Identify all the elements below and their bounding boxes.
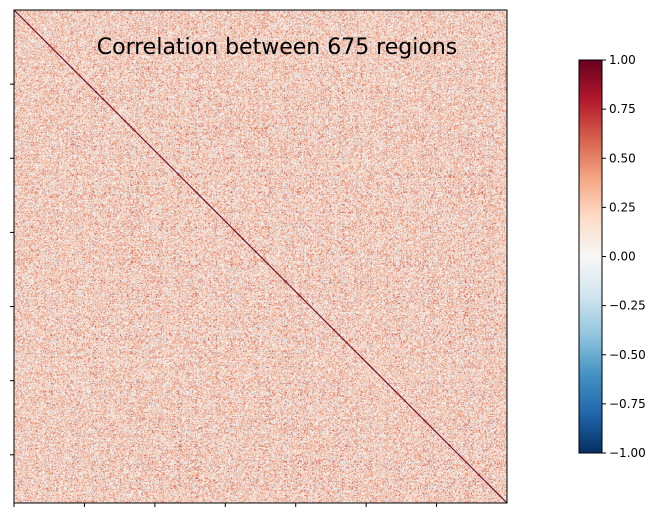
colorbar: 1.00 0.75 0.50 0.25 0.00 −0.25 −0.50 −0.75 −1.00 — [578, 53, 646, 460]
colorbar-ticks: 1.00 0.75 0.50 0.25 0.00 −0.25 −0.50 −0.75 −1.00 — [602, 53, 646, 460]
colorbar-tick-label: 0.00 — [609, 250, 636, 264]
colorbar-gradient — [579, 60, 602, 453]
diagonal-line — [13, 9, 508, 504]
colorbar-tick-label: −0.50 — [609, 348, 646, 362]
colorbar-tick-label: 0.25 — [609, 200, 636, 214]
colorbar-tick-label: −0.75 — [609, 397, 646, 411]
colorbar-tick-label: −0.25 — [609, 299, 646, 313]
colorbar-tick-label: −1.00 — [609, 446, 646, 460]
heatmap-frame — [13, 9, 508, 504]
colorbar-tick-label: 0.75 — [609, 102, 636, 116]
chart-title: Correlation between 675 regions — [97, 35, 457, 60]
colorbar-tick-label: 0.50 — [609, 151, 636, 165]
heatmap-panel: Correlation between 675 regions — [10, 9, 508, 507]
colorbar-tick-label: 1.00 — [609, 53, 636, 67]
y-axis-ticks — [10, 83, 14, 456]
x-axis-ticks — [13, 503, 438, 507]
